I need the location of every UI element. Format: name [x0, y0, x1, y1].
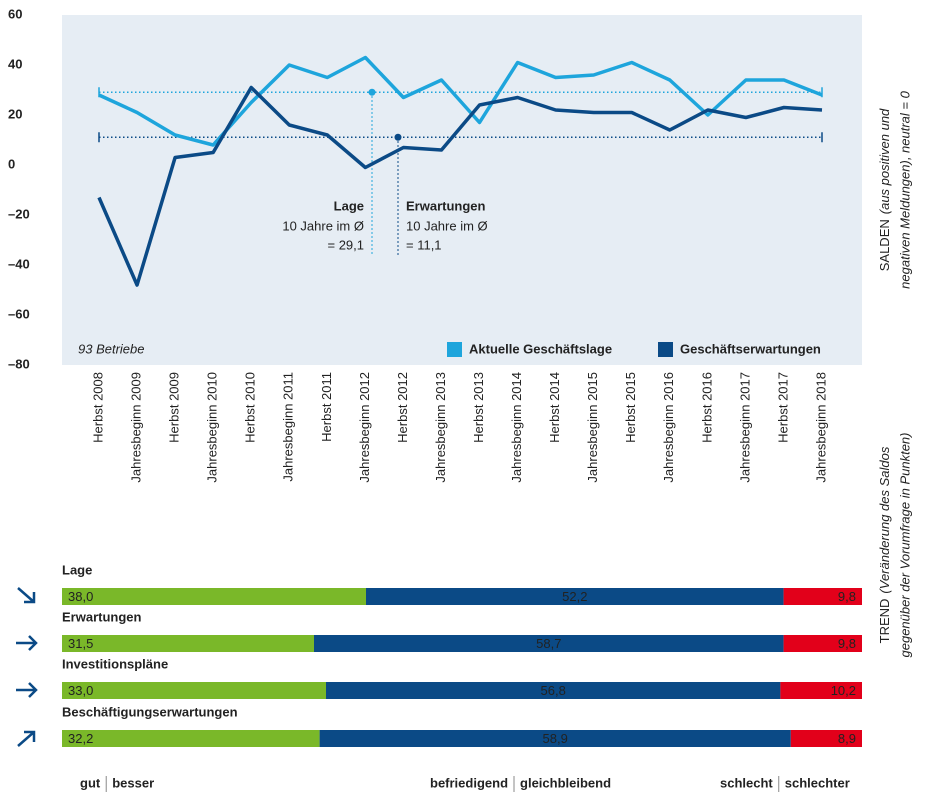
legend-label: gut	[80, 775, 101, 790]
category-label: Erwartungen	[62, 609, 142, 624]
x-tick-label: Jahresbeginn 2014	[509, 372, 524, 483]
bar-segment	[780, 682, 862, 699]
side-label: SALDEN (aus positiven und negativen Meldun…	[877, 90, 912, 288]
value-label: 58,9	[543, 731, 568, 746]
value-label: 33,0	[68, 683, 93, 698]
x-tick-label: Jahresbeginn 2013	[433, 372, 448, 483]
value-label: 10,2	[831, 683, 856, 698]
x-tick-label: Herbst 2012	[395, 372, 410, 443]
x-tick-label: Jahresbeginn 2010	[205, 372, 220, 483]
bar-segment	[62, 635, 314, 652]
value-label: 58,7	[536, 636, 561, 651]
bar-segment	[790, 730, 862, 747]
x-tick-label: Herbst 2015	[623, 372, 638, 443]
y-tick-label: 60	[8, 6, 22, 21]
y-tick-label: 0	[8, 156, 15, 171]
legend-trend-label: besser	[112, 775, 154, 790]
note: 93 Betriebe	[78, 341, 145, 356]
average-title: Lage	[334, 198, 364, 213]
arrow-right	[16, 682, 38, 698]
x-tick-label: Jahresbeginn 2009	[128, 372, 143, 483]
side-label-line: TREND (Veränderung des Saldos	[877, 446, 892, 643]
value-label: 38,0	[68, 589, 93, 604]
category-label: Investitionspläne	[62, 656, 168, 671]
value-label: 8,9	[838, 731, 856, 746]
y-tick-label: 40	[8, 56, 22, 71]
y-tick-label: –60	[8, 306, 30, 321]
trend-arrows	[16, 587, 38, 747]
x-tick-label: Jahresbeginn 2018	[813, 372, 828, 483]
legend-label: schlecht	[720, 775, 773, 790]
value-label: 31,5	[68, 636, 93, 651]
x-tick-label: Herbst 2011	[319, 372, 334, 442]
x-tick-label: Herbst 2017	[775, 372, 790, 443]
value-label: 9,8	[838, 636, 856, 651]
x-tick-label: Herbst 2010	[243, 372, 258, 443]
bar-segment	[62, 588, 366, 605]
x-tick-label: Jahresbeginn 2011	[281, 372, 296, 482]
x-tick-label: Herbst 2009	[167, 372, 182, 443]
x-tick-label: Herbst 2008	[90, 372, 105, 443]
y-tick-label: –80	[8, 356, 30, 371]
side-label-note: gegenüber der Vorumfrage in Punkten)	[897, 433, 912, 658]
legend-swatch	[447, 342, 462, 357]
side-label-note: (aus positiven und	[877, 108, 892, 214]
x-tick-label: Herbst 2013	[471, 372, 486, 443]
x-tick-label: Jahresbeginn 2012	[357, 372, 372, 483]
bar-segment	[366, 588, 784, 605]
average-dot	[368, 88, 376, 96]
y-tick-label: 20	[8, 106, 22, 121]
side-label-line: SALDEN (aus positiven und	[877, 108, 892, 271]
bar-segment	[314, 635, 784, 652]
side-label-title: TREND	[877, 599, 892, 644]
legend-trend-label: gleichbleibend	[520, 775, 611, 790]
bar-segment	[62, 730, 320, 747]
side-label: TREND (Veränderung des Saldos gegenüber de…	[877, 433, 912, 658]
plot-background	[62, 15, 862, 365]
legend-label: Aktuelle Geschäftslage	[469, 341, 612, 356]
average-label: = 11,1	[406, 237, 442, 252]
average-dot	[394, 133, 402, 141]
average-text: 10 Jahre im Ø	[282, 218, 364, 233]
bar-segment	[326, 682, 781, 699]
value-label: 9,8	[838, 589, 856, 604]
category-label: Beschäftigungserwartungen	[62, 704, 238, 719]
y-tick-label: –40	[8, 256, 30, 271]
average-label: = 29,1	[327, 237, 364, 252]
series-line	[97, 85, 823, 287]
x-tick-label: Jahresbeginn 2015	[585, 372, 600, 483]
bar-segment	[783, 635, 862, 652]
average-text: 10 Jahre im Ø	[406, 218, 488, 233]
arrow-down	[17, 587, 36, 604]
category-label: Lage	[62, 562, 92, 577]
value-label: 52,2	[562, 589, 587, 604]
y-tick-label: –20	[8, 206, 30, 221]
arrow-up	[17, 730, 36, 747]
bar-segment	[62, 682, 326, 699]
value-label: 56,8	[541, 683, 566, 698]
series-line	[98, 55, 823, 147]
legend-label: befriedigend	[430, 775, 508, 790]
value-label: 32,2	[68, 731, 93, 746]
legend-label: Geschäftserwartungen	[680, 341, 821, 356]
arrow-right	[16, 635, 38, 651]
side-label-note: (Veränderung des Saldos	[877, 446, 892, 593]
legend-swatch	[658, 342, 673, 357]
bar-segment	[783, 588, 862, 605]
average-title: Erwartungen	[406, 198, 486, 213]
x-tick-label: Herbst 2014	[547, 372, 562, 443]
side-label-note: negativen Meldungen), neutral = 0	[897, 90, 912, 288]
x-tick-label: Jahresbeginn 2016	[661, 372, 676, 483]
x-tick-label: Herbst 2016	[699, 372, 714, 443]
bar-segment	[319, 730, 791, 747]
x-tick-label: Jahresbeginn 2017	[737, 372, 752, 483]
side-label-title: SALDEN	[877, 219, 892, 271]
legend-trend-label: schlechter	[785, 775, 850, 790]
